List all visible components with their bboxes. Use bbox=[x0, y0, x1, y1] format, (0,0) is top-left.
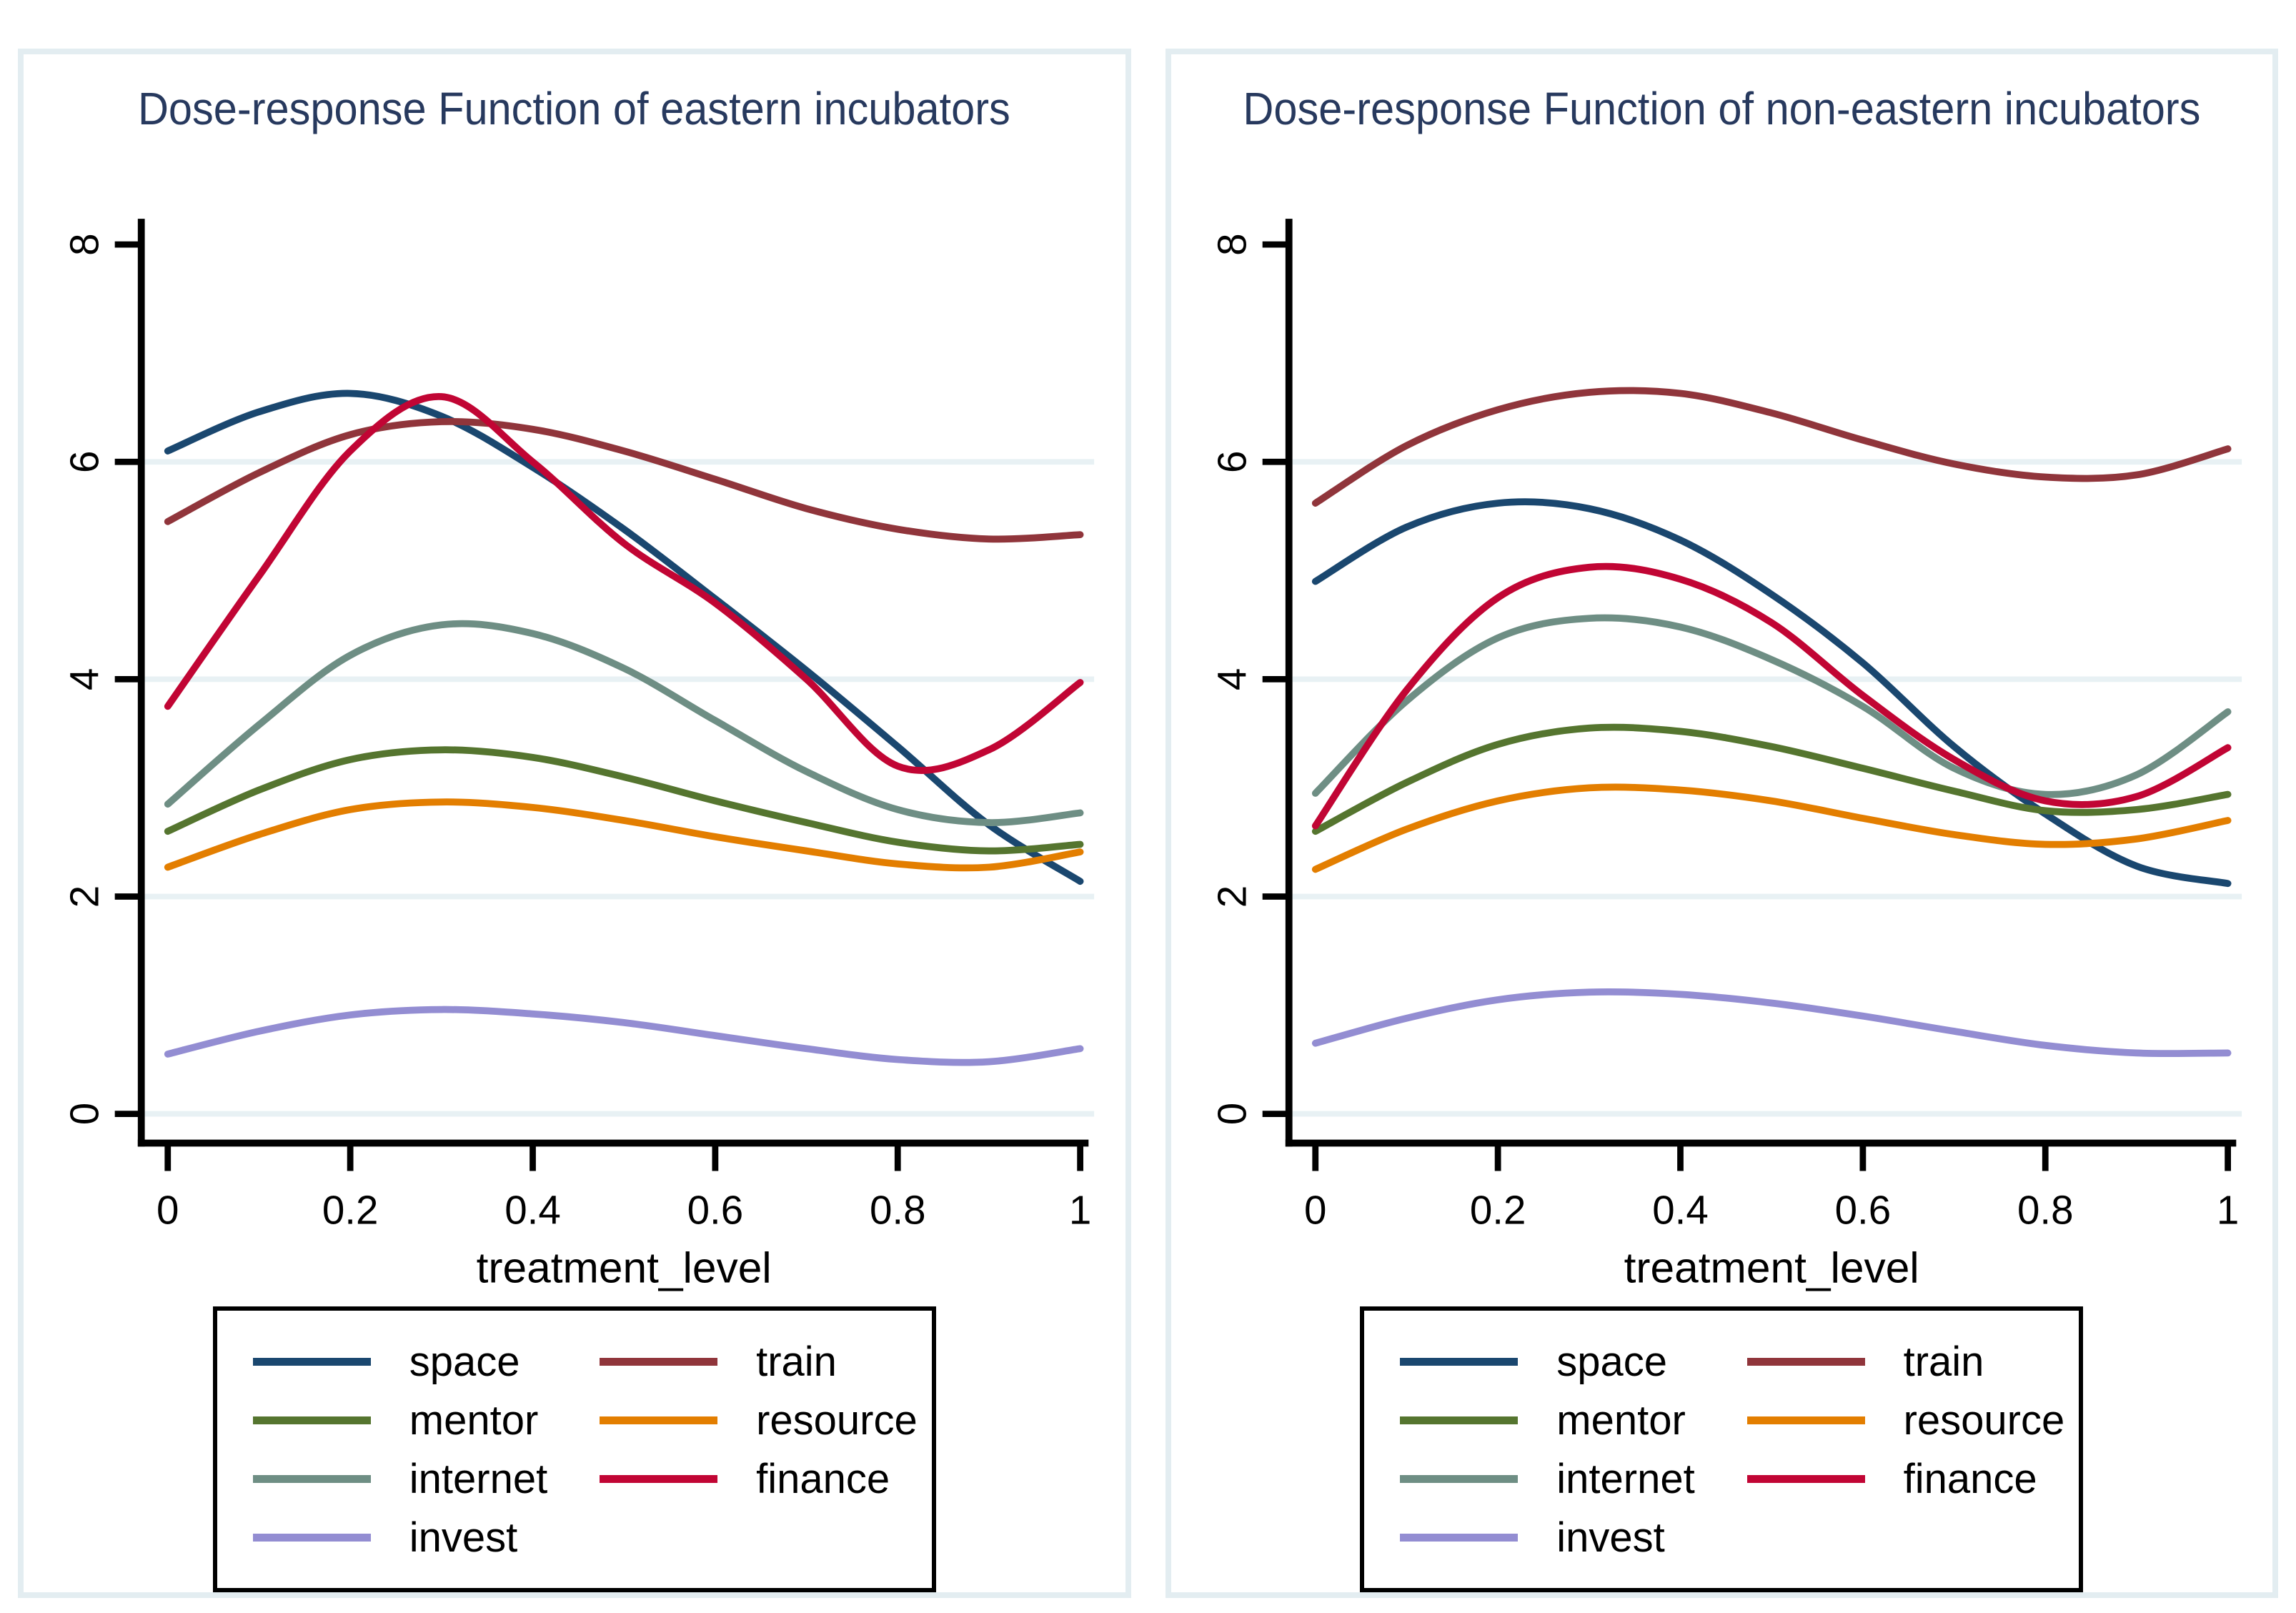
y-tick-4: 4 bbox=[1209, 668, 1254, 690]
finance-line-swatch bbox=[600, 1474, 718, 1483]
legend-item-mentor: mentor bbox=[252, 1396, 600, 1444]
x-axis-label: treatment_level bbox=[1624, 1243, 1919, 1291]
y-tick-2: 2 bbox=[1209, 885, 1254, 908]
x-tick-0: 0 bbox=[1304, 1188, 1326, 1233]
legend-label: space bbox=[1556, 1338, 1668, 1385]
legend-label: train bbox=[756, 1338, 837, 1385]
legend-label: resource bbox=[756, 1396, 918, 1444]
chart-non-eastern: 0 2 4 6 8 0 0.2 0.4 0.6 0.8 1 treatment_… bbox=[1209, 219, 2242, 1291]
curve-invest bbox=[164, 1006, 1084, 1066]
y-tick-6: 6 bbox=[1209, 451, 1254, 473]
x-tick-0: 0 bbox=[156, 1188, 179, 1233]
y-tick-4: 4 bbox=[62, 668, 107, 690]
x-tick-08: 0.8 bbox=[2017, 1188, 2074, 1233]
curve-mentor bbox=[1311, 723, 2232, 835]
legend-label: internet bbox=[1556, 1455, 1695, 1502]
legend-item-resource: resource bbox=[600, 1396, 918, 1444]
curve-finance bbox=[1311, 562, 2232, 830]
panel-non-eastern: Dose-response Function of non-eastern in… bbox=[1165, 49, 2278, 1598]
legend-label: finance bbox=[1903, 1455, 2037, 1502]
resource-line-swatch bbox=[600, 1416, 718, 1424]
curve-finance bbox=[164, 393, 1084, 775]
legend-eastern: space mentor internet invest train resou… bbox=[212, 1306, 936, 1592]
legend-label: train bbox=[1903, 1338, 1984, 1385]
gridlines bbox=[144, 459, 1095, 1117]
x-axis-label: treatment_level bbox=[477, 1243, 772, 1291]
chart-eastern: 0 2 4 6 8 0 0.2 0.4 0.6 0.8 1 treatment_… bbox=[62, 219, 1095, 1291]
curve-internet bbox=[164, 620, 1084, 826]
legend-item-finance: finance bbox=[600, 1455, 918, 1503]
y-tick-0: 0 bbox=[1209, 1103, 1254, 1125]
x-axis: 0 0.2 0.4 0.6 0.8 1 treatment_level bbox=[1285, 1139, 2239, 1291]
legend-item-space: space bbox=[1400, 1338, 1746, 1386]
y-tick-8: 8 bbox=[62, 233, 107, 255]
x-tick-04: 0.4 bbox=[505, 1188, 561, 1233]
x-tick-1: 1 bbox=[1069, 1188, 1091, 1233]
x-axis: 0 0.2 0.4 0.6 0.8 1 treatment_level bbox=[138, 1139, 1092, 1291]
legend-item-finance: finance bbox=[1746, 1455, 2065, 1503]
legend-non-eastern: space mentor internet invest train resou… bbox=[1360, 1306, 2084, 1592]
legend-item-train: train bbox=[1746, 1338, 2065, 1386]
curve-invest bbox=[1311, 988, 2232, 1058]
legend-label: invest bbox=[409, 1514, 518, 1561]
curve-space bbox=[1311, 498, 2232, 888]
train-line-swatch bbox=[600, 1357, 718, 1366]
curve-resource bbox=[164, 798, 1084, 872]
x-tick-02: 0.2 bbox=[322, 1188, 379, 1233]
y-tick-6: 6 bbox=[62, 451, 107, 473]
resource-line-swatch bbox=[1746, 1416, 1865, 1424]
curve-train bbox=[1311, 387, 2232, 507]
space-line-swatch bbox=[252, 1357, 371, 1366]
legend-label: invest bbox=[1556, 1514, 1665, 1561]
x-tick-1: 1 bbox=[2217, 1188, 2239, 1233]
page-title: Dose-response Function of eastern incuba… bbox=[138, 83, 1011, 134]
legend-item-internet: internet bbox=[1400, 1455, 1746, 1503]
invest-line-swatch bbox=[252, 1533, 371, 1542]
x-tick-08: 0.8 bbox=[870, 1188, 926, 1233]
legend-item-train: train bbox=[600, 1338, 918, 1386]
legend-item-internet: internet bbox=[252, 1455, 600, 1503]
x-tick-04: 0.4 bbox=[1652, 1188, 1709, 1233]
mentor-line-swatch bbox=[252, 1416, 371, 1424]
legend-label: mentor bbox=[1556, 1396, 1686, 1444]
legend-label: space bbox=[409, 1338, 520, 1385]
legend-label: mentor bbox=[409, 1396, 539, 1444]
x-tick-06: 0.6 bbox=[1834, 1188, 1891, 1233]
x-tick-06: 0.6 bbox=[687, 1188, 744, 1233]
train-line-swatch bbox=[1746, 1357, 1865, 1366]
legend-item-resource: resource bbox=[1746, 1396, 2065, 1444]
curve-train bbox=[164, 417, 1084, 543]
internet-line-swatch bbox=[1400, 1474, 1519, 1483]
x-tick-02: 0.2 bbox=[1470, 1188, 1526, 1233]
legend-item-invest: invest bbox=[1400, 1514, 1746, 1562]
legend-item-mentor: mentor bbox=[1400, 1396, 1746, 1444]
curve-resource bbox=[1311, 783, 2232, 873]
y-axis: 0 2 4 6 8 bbox=[62, 219, 145, 1147]
curve-mentor bbox=[164, 746, 1084, 855]
y-tick-2: 2 bbox=[62, 885, 107, 908]
legend-item-space: space bbox=[252, 1338, 600, 1386]
invest-line-swatch bbox=[1400, 1533, 1519, 1542]
y-axis: 0 2 4 6 8 bbox=[1209, 219, 1293, 1147]
curves bbox=[164, 389, 1084, 1066]
y-tick-0: 0 bbox=[62, 1103, 107, 1125]
legend-label: finance bbox=[756, 1455, 890, 1502]
legend-label: resource bbox=[1903, 1396, 2065, 1444]
curve-space bbox=[164, 389, 1084, 885]
mentor-line-swatch bbox=[1400, 1416, 1519, 1424]
finance-line-swatch bbox=[1746, 1474, 1865, 1483]
space-line-swatch bbox=[1400, 1357, 1519, 1366]
curve-internet bbox=[1311, 614, 2232, 798]
internet-line-swatch bbox=[252, 1474, 371, 1483]
legend-item-invest: invest bbox=[252, 1514, 600, 1562]
legend-label: internet bbox=[409, 1455, 548, 1502]
panel-eastern: Dose-response Function of eastern incuba… bbox=[18, 49, 1131, 1598]
y-tick-8: 8 bbox=[1209, 233, 1254, 255]
page-title: Dose-response Function of non-eastern in… bbox=[1243, 83, 2201, 134]
gridlines bbox=[1292, 459, 2242, 1117]
curves bbox=[1311, 387, 2232, 1058]
